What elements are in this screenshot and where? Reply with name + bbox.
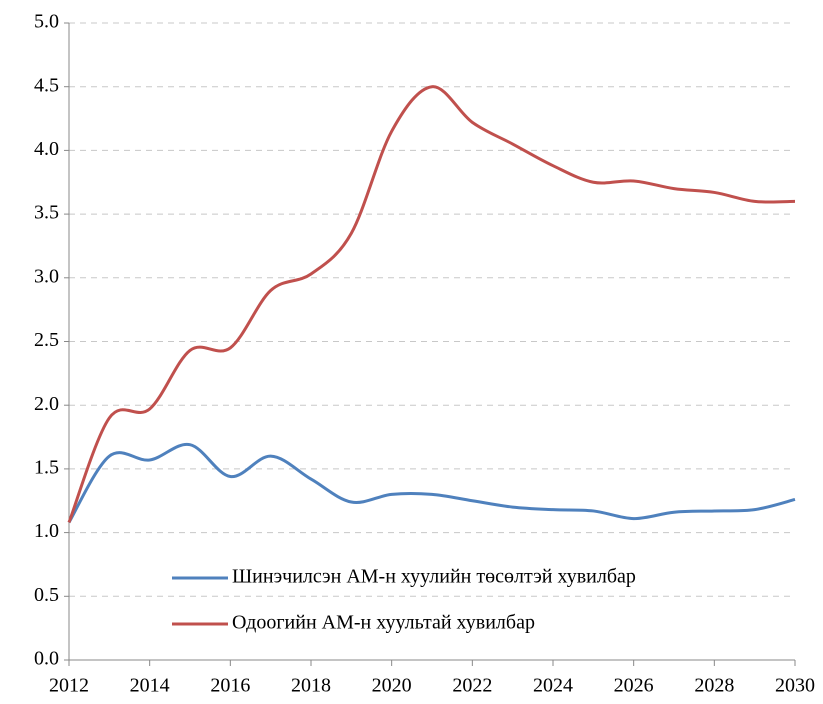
y-tick-label: 2.5: [34, 329, 59, 351]
x-tick-label: 2012: [49, 675, 89, 697]
y-tick-label: 2.0: [34, 393, 59, 415]
y-tick-label: 5.0: [34, 11, 59, 33]
series-line: [67, 442, 796, 524]
x-tick-label: 2030: [775, 675, 815, 697]
y-tick-label: 4.0: [34, 138, 59, 160]
x-tick-label: 2028: [694, 675, 734, 697]
x-tick-label: 2014: [130, 675, 170, 697]
series-line: [67, 85, 796, 523]
x-tick-label: 2018: [291, 675, 331, 697]
y-tick-label: 1.0: [34, 520, 59, 542]
x-tick-label: 2022: [452, 675, 492, 697]
y-tick-label: 0.5: [34, 584, 59, 606]
x-tick-label: 2026: [614, 675, 654, 697]
legend-label: Одоогийн АМ-н хуультай хувилбар: [232, 612, 535, 634]
y-tick-label: 3.5: [34, 202, 59, 224]
y-tick-label: 3.0: [34, 265, 59, 287]
legend-label: Шинэчилсэн АМ-н хуулийн төсөлтэй хувилба…: [232, 566, 636, 588]
y-tick-label: 4.5: [34, 74, 59, 96]
x-tick-label: 2024: [533, 675, 573, 697]
y-tick-label: 0.0: [34, 648, 59, 670]
y-tick-label: 1.5: [34, 456, 59, 478]
x-tick-label: 2016: [210, 675, 250, 697]
x-tick-label: 2020: [372, 675, 412, 697]
